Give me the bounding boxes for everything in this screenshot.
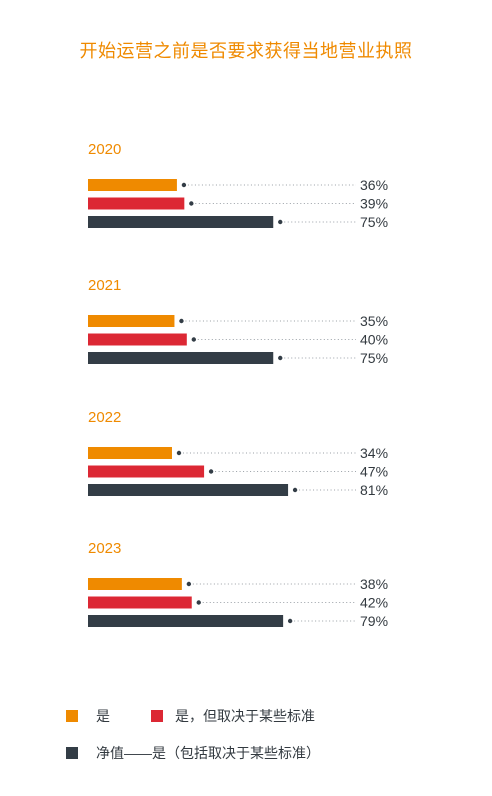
bar-2022-series-2: [88, 465, 205, 478]
value-label-2023-series-3: 79%: [360, 613, 388, 629]
legend-item-net: 净值——是（包括取决于某些标准）: [66, 743, 320, 763]
bar-2020-series-3: [88, 216, 274, 228]
value-label-2020-series-2: 39%: [360, 196, 388, 212]
bar-2020-series-2: [88, 197, 185, 210]
legend-swatch-conditional: [151, 710, 163, 722]
value-label-2021-series-2: 40%: [360, 332, 388, 348]
value-label-2023-series-2: 42%: [360, 595, 388, 611]
legend-swatch-net: [66, 747, 78, 759]
bar-2021-series-1: [88, 315, 175, 327]
value-label-2021-series-3: 75%: [360, 350, 388, 366]
legend-item-conditional: 是，但取决于某些标准: [151, 706, 315, 726]
value-label-2021-series-1: 35%: [360, 313, 388, 329]
year-label-2023: 2023: [88, 540, 121, 557]
legend-label-net: 净值——是（包括取决于某些标准）: [96, 745, 320, 761]
bar-2021-series-2: [88, 333, 187, 346]
year-label-2021: 2021: [88, 277, 121, 294]
leader-dot-2020-series-3: [278, 219, 283, 225]
value-label-2022-series-1: 34%: [360, 445, 388, 461]
leader-dot-2022-series-1: [176, 450, 182, 456]
chart-title: 开始运营之前是否要求获得当地营业执照: [79, 41, 413, 61]
legend-label-conditional: 是，但取决于某些标准: [175, 708, 315, 724]
leader-dot-2021-series-2: [191, 337, 196, 342]
leader-dot-2020-series-1: [181, 182, 187, 188]
bar-2023-series-3: [88, 615, 284, 627]
value-label-2022-series-2: 47%: [360, 464, 388, 480]
bar-2023-series-1: [88, 578, 182, 590]
year-label-2020: 2020: [88, 141, 121, 158]
leader-dot-2022-series-2: [208, 469, 214, 474]
legend-swatch-yes: [66, 710, 78, 722]
leader-dot-2022-series-3: [292, 487, 298, 493]
legend-label-yes: 是: [96, 708, 110, 724]
value-label-2020-series-1: 36%: [360, 177, 388, 193]
leader-dot-2023-series-3: [287, 618, 293, 624]
bar-2021-series-3: [88, 352, 274, 364]
value-label-2023-series-1: 38%: [360, 576, 388, 592]
leader-dot-2021-series-1: [179, 318, 184, 324]
bar-2023-series-2: [88, 596, 192, 609]
bar-2020-series-1: [88, 179, 177, 191]
bar-2022-series-1: [88, 447, 172, 459]
leader-dot-2023-series-2: [196, 600, 201, 605]
year-label-2022: 2022: [88, 409, 121, 426]
bar-2022-series-3: [88, 484, 289, 496]
value-label-2022-series-3: 81%: [360, 482, 388, 498]
legend-item-yes: 是: [66, 706, 110, 726]
leader-dot-2020-series-2: [189, 201, 194, 206]
leader-dot-2023-series-1: [186, 581, 192, 587]
value-label-2020-series-3: 75%: [360, 214, 388, 230]
leader-dot-2021-series-3: [278, 355, 283, 361]
